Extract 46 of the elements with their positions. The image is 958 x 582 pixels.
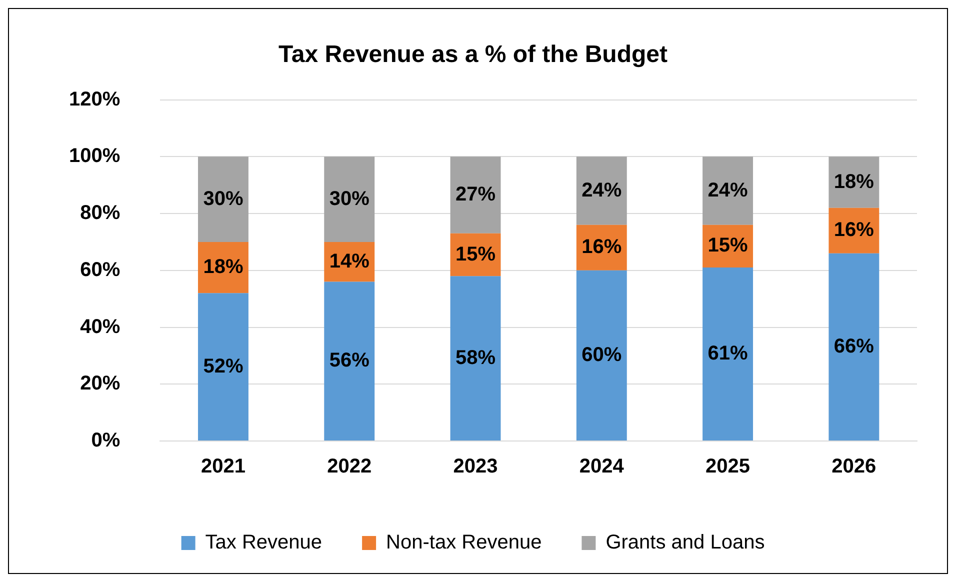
bar [576, 270, 627, 440]
bar [828, 253, 880, 440]
legend-label: Grants and Loans [606, 532, 765, 554]
bar [450, 276, 501, 440]
x-tick-label: 2026 [832, 456, 876, 478]
data-label: 30% [329, 188, 370, 210]
bar [324, 156, 375, 242]
data-label: 16% [582, 236, 622, 258]
data-label: 30% [203, 188, 244, 210]
legend-label: Tax Revenue [205, 532, 322, 554]
bar [198, 156, 248, 242]
y-tick-label: 20% [80, 372, 120, 395]
bar [576, 156, 627, 225]
bar [198, 293, 248, 440]
data-label: 61% [708, 342, 748, 365]
x-tick-label: 2025 [706, 456, 750, 478]
y-tick-label: 100% [68, 145, 120, 168]
data-label: 27% [455, 184, 496, 206]
x-tick-label: 2024 [579, 456, 625, 478]
data-label: 14% [329, 250, 370, 272]
y-tick-label: 40% [80, 316, 120, 338]
y-tick-label: 80% [80, 202, 120, 224]
data-label: 16% [834, 219, 874, 242]
data-label: 58% [455, 346, 496, 369]
bar [324, 282, 375, 440]
legend-label: Non-tax Revenue [386, 532, 542, 554]
data-label: 56% [329, 350, 370, 372]
data-label: 60% [582, 344, 622, 366]
data-label: 15% [455, 243, 496, 266]
y-tick-label: 120% [68, 88, 120, 110]
y-tick-label: 60% [80, 258, 120, 281]
data-label: 24% [708, 179, 748, 202]
data-label: 18% [203, 256, 244, 278]
bar [702, 156, 754, 225]
bar [450, 156, 501, 234]
data-label: 24% [582, 179, 622, 202]
data-label: 66% [834, 335, 874, 358]
data-label: 18% [834, 170, 874, 193]
x-tick-label: 2021 [200, 456, 246, 478]
data-label: 52% [203, 355, 244, 378]
y-tick-label: 0% [91, 430, 120, 452]
data-label: 15% [708, 234, 748, 257]
chart-title: Tax Revenue as a % of the Budget [278, 41, 668, 68]
bar [702, 268, 754, 440]
x-tick-label: 2023 [453, 456, 498, 478]
x-tick-label: 2022 [327, 456, 372, 478]
